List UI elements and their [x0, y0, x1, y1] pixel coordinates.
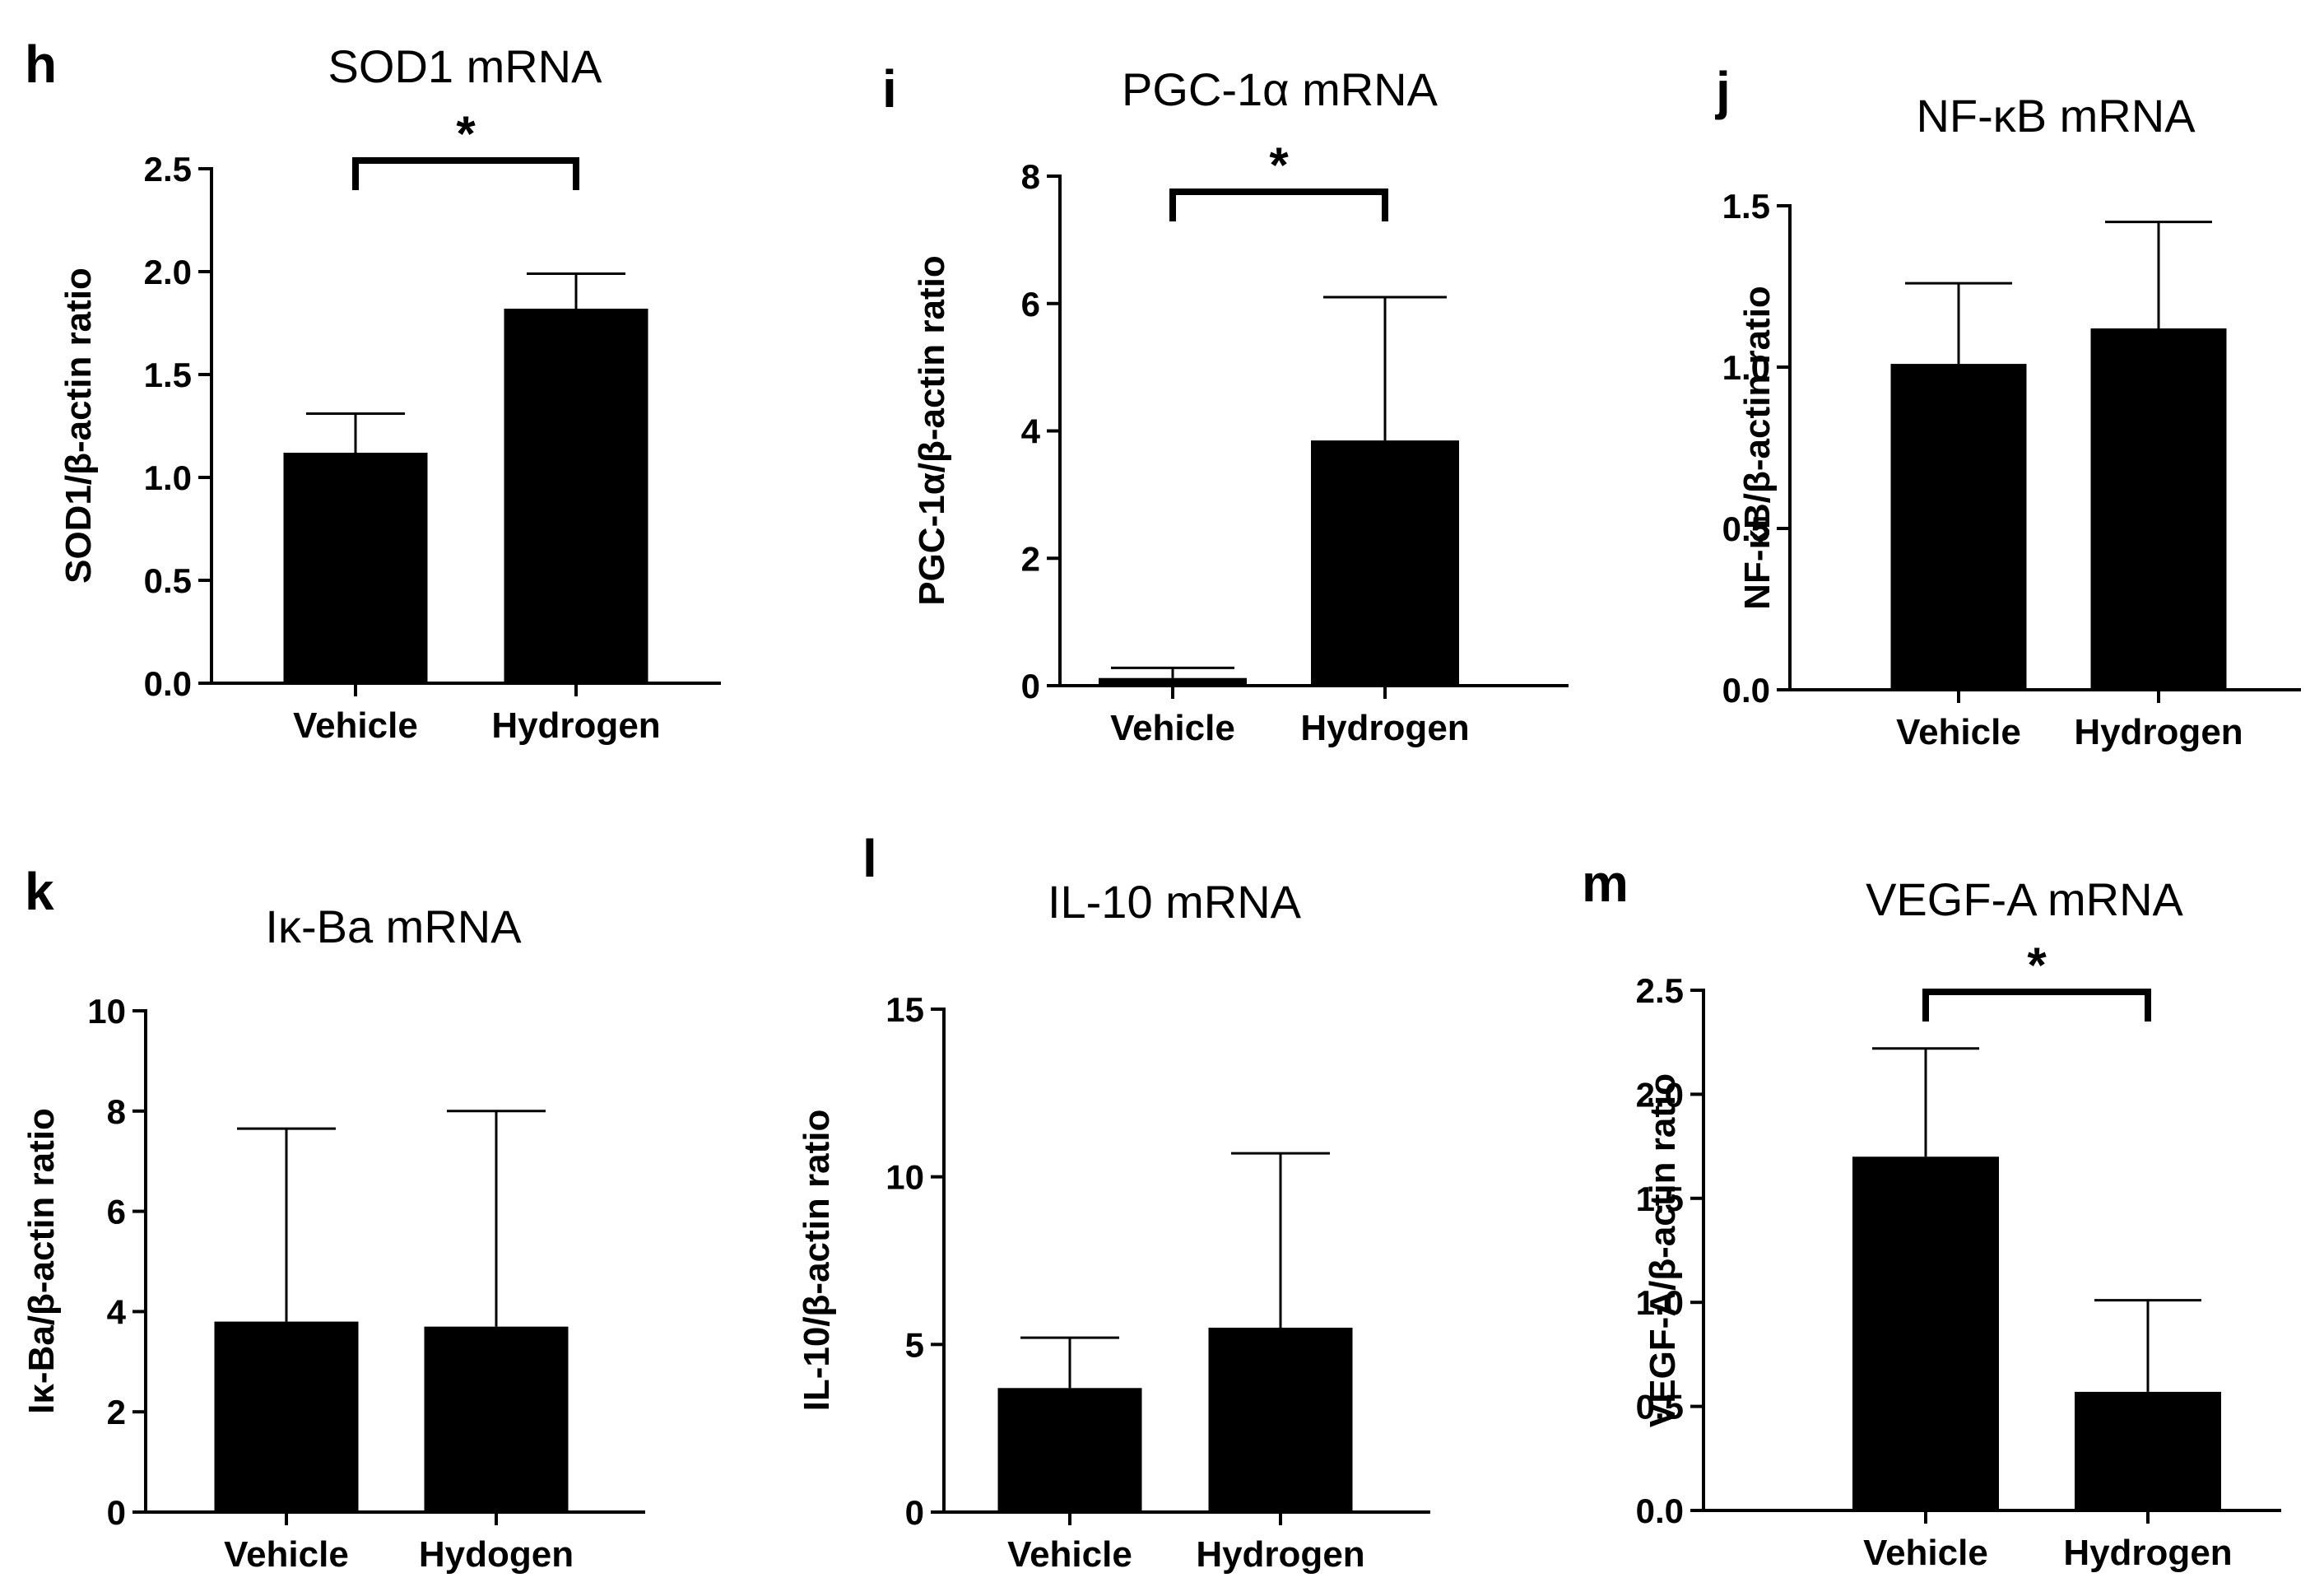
- y-tick-label: 2: [1021, 539, 1040, 578]
- y-axis-label: PGC-1α/β-actin ratio: [912, 255, 952, 606]
- bar-vehicle: [1890, 364, 2027, 690]
- y-tick-label: 6: [1021, 285, 1040, 323]
- y-tick-label: 10: [885, 1158, 924, 1197]
- panel-j: j NF-κB mRNA NF-κB/β-actin ratio 0.0 0.5 1.0 1…: [1715, 61, 2301, 752]
- x-tick-label-vehicle: Vehicle: [1863, 1533, 1988, 1573]
- y-tick-label: 8: [1021, 157, 1040, 196]
- y-axis-label: IL-10/β-actin ratio: [797, 1110, 837, 1412]
- bar-vehicle: [997, 1388, 1142, 1512]
- y-tick-label: 1.0: [1722, 348, 1770, 387]
- y-tick-label: 1.0: [144, 458, 192, 497]
- panel-letter: h: [25, 35, 57, 94]
- bar-hydrogen: [504, 309, 648, 683]
- y-tick-label: 0: [107, 1493, 126, 1532]
- x-tick-label-hydrogen: Hydrogen: [1196, 1534, 1364, 1575]
- y-axis-label: SOD1/β-actin ratio: [58, 268, 99, 584]
- y-tick-label: 0.5: [1636, 1388, 1684, 1426]
- x-tick-label-hydrogen: Hydrogen: [491, 705, 660, 746]
- significance-bracket: [352, 157, 579, 190]
- significance-star: *: [2027, 938, 2047, 993]
- y-tick-label: 6: [107, 1193, 126, 1231]
- bar-vehicle: [1099, 677, 1247, 686]
- panel-l: l IL-10 mRNA IL-10/β-actin ratio 0 5 10 15 Vehi…: [797, 829, 1430, 1575]
- chart-title: Iκ-Ba mRNA: [265, 901, 522, 952]
- panel-k: k Iκ-Ba mRNA Iκ-Ba/β-actin ratio 0 2 4 6 8 10 Veh…: [21, 862, 645, 1575]
- x-tick-label-vehicle: Vehicle: [224, 1534, 349, 1575]
- chart-title: NF-κB mRNA: [1916, 90, 2196, 142]
- panel-i: i PGC-1α mRNA PGC-1α/β-actin ratio 0 2 4 6 8 Veh…: [882, 59, 1569, 748]
- panel-letter: k: [25, 862, 54, 921]
- chart-title: VEGF-A mRNA: [1866, 873, 2183, 925]
- significance-star: *: [1269, 137, 1289, 193]
- panel-letter: m: [1582, 854, 1629, 913]
- y-tick-label: 2: [107, 1393, 126, 1431]
- y-axis-label: NF-κB/β-actin ratio: [1737, 286, 1778, 610]
- y-axis-label: VEGF-A/β-actin ratio: [1643, 1073, 1683, 1427]
- significance-bracket: [1922, 989, 2151, 1022]
- y-tick-label: 0.0: [1722, 671, 1770, 710]
- y-tick-label: 15: [885, 990, 924, 1029]
- bar-vehicle: [214, 1321, 359, 1512]
- chart-title: SOD1 mRNA: [328, 40, 603, 92]
- x-tick-label-hydrogen: Hydrogen: [1300, 708, 1469, 748]
- y-tick-label: 1.5: [1722, 187, 1770, 226]
- y-tick-label: 2.0: [144, 253, 192, 291]
- y-tick-label: 0.0: [144, 664, 192, 703]
- panel-m: m VEGF-A mRNA VEGF-A/β-actin ratio 0.0 0.5 1.…: [1582, 854, 2281, 1573]
- panel-letter: l: [862, 829, 877, 888]
- y-tick-label: 0.5: [1722, 510, 1770, 548]
- y-axis-label: Iκ-Ba/β-actin ratio: [21, 1108, 62, 1414]
- panel-h: h SOD1 mRNA SOD1/β-actin ratio 0.0 0.5 1.0 1.5…: [25, 35, 721, 746]
- significance-star: *: [456, 106, 476, 161]
- x-tick-label-hydogen: Hydogen: [419, 1534, 574, 1575]
- x-tick-label-vehicle: Vehicle: [1110, 708, 1235, 748]
- y-tick-label: 1.0: [1636, 1283, 1684, 1322]
- bar-hydrogen: [2075, 1391, 2221, 1510]
- y-tick-label: 5: [905, 1325, 924, 1364]
- x-tick-label-hydrogen: Hydrogen: [2063, 1533, 2232, 1573]
- y-tick-label: 2.5: [1636, 971, 1684, 1010]
- y-tick-label: 1.5: [144, 356, 192, 394]
- panel-letter: i: [882, 59, 897, 119]
- y-tick-label: 4: [1021, 412, 1041, 451]
- y-tick-label: 0: [1021, 667, 1040, 705]
- significance-bracket: [1169, 188, 1388, 221]
- bar-hydrogen: [1208, 1327, 1353, 1512]
- x-tick-label-vehicle: Vehicle: [1896, 712, 2021, 752]
- y-tick-label: 8: [107, 1092, 126, 1131]
- y-tick-label: 2.0: [1636, 1075, 1684, 1114]
- y-tick-label: 0.0: [1636, 1492, 1684, 1530]
- chart-title: PGC-1α mRNA: [1122, 63, 1439, 115]
- y-tick-label: 0.5: [144, 561, 192, 600]
- x-tick-label-vehicle: Vehicle: [1007, 1534, 1132, 1575]
- panel-letter: j: [1715, 61, 1731, 120]
- bar-hydrogen: [2090, 328, 2227, 690]
- y-tick-label: 10: [87, 992, 126, 1031]
- bar-hydogen: [424, 1326, 569, 1512]
- y-tick-label: 1.5: [1636, 1180, 1684, 1218]
- y-tick-label: 0: [905, 1493, 924, 1532]
- y-tick-label: 2.5: [144, 150, 192, 188]
- x-tick-label-hydrogen: Hydrogen: [2074, 712, 2243, 752]
- chart-title: IL-10 mRNA: [1048, 876, 1302, 928]
- bar-hydrogen: [1311, 440, 1459, 686]
- bar-vehicle: [1852, 1157, 1999, 1510]
- bar-vehicle: [283, 453, 428, 683]
- x-tick-label-vehicle: Vehicle: [293, 705, 418, 746]
- y-tick-label: 4: [107, 1292, 127, 1331]
